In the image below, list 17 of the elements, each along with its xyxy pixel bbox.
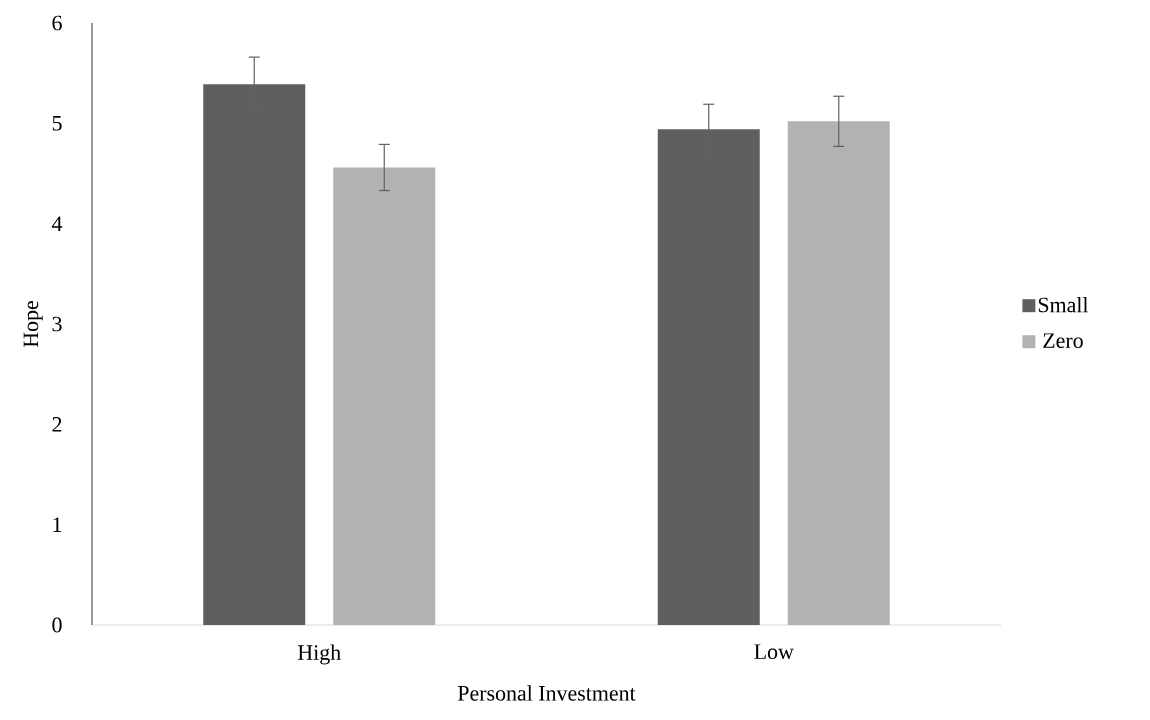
y-tick-label: 1: [53, 517, 62, 532]
x-tick-label: Low: [754, 644, 794, 660]
bar: [787, 121, 890, 625]
y-tick-label: 0: [52, 617, 62, 633]
bar: [657, 129, 760, 625]
y-axis-title: Hope: [23, 301, 43, 348]
bar: [333, 167, 436, 625]
y-tick-label: 3: [52, 316, 62, 332]
bar: [203, 84, 306, 625]
y-tick-label: 6: [52, 15, 62, 31]
legend-label: Small: [1038, 296, 1089, 313]
legend-label: Zero: [1043, 333, 1083, 348]
y-tick-label: 5: [52, 116, 62, 131]
y-tick-label: 2: [52, 417, 62, 432]
x-tick-label: High: [297, 644, 341, 665]
y-tick-label: 4: [51, 216, 63, 231]
x-axis-title: Personal Investment: [457, 685, 636, 701]
